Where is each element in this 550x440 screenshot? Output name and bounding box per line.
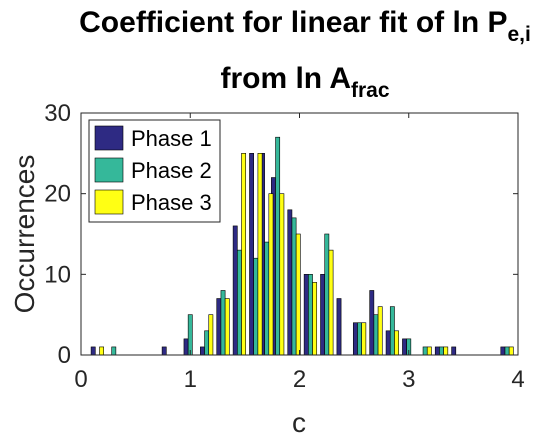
y-tick-label: 30	[44, 100, 71, 127]
bar-phase-2-21	[504, 346, 510, 356]
bar-phase-1-14	[352, 322, 358, 356]
bar-phase-2-10	[291, 217, 297, 356]
bar-phase-1-5	[216, 298, 222, 356]
legend-swatch-phase-3	[94, 189, 124, 215]
bar-phase-3-10	[295, 233, 301, 356]
y-tick-label: 20	[44, 181, 71, 208]
bar-phase-2-14	[357, 322, 362, 356]
bar-phase-3-19	[443, 346, 449, 356]
bar-phase-3-4	[208, 314, 214, 356]
bar-phase-3-8	[268, 193, 274, 356]
bar-phase-3-12	[328, 249, 334, 356]
bar-phase-1-15	[369, 290, 375, 356]
bar-phase-1-6	[232, 225, 238, 356]
bar-phase-3-15	[377, 306, 383, 356]
bar-phase-3-18	[426, 346, 432, 356]
bar-phase-2-15	[373, 314, 379, 356]
bar-phase-3-6	[241, 153, 247, 356]
bar-phase-3-21	[508, 346, 514, 356]
legend-label-phase-3: Phase 3	[131, 190, 212, 215]
bar-phase-2-3	[187, 314, 193, 356]
x-tick-label: 1	[184, 366, 197, 393]
chart-title-line1: Coefficient for linear fit of ln Pe,i	[79, 6, 531, 46]
bar-phase-1-16	[385, 330, 391, 356]
bar-phase-3-7	[257, 153, 263, 356]
bar-phase-2-1	[111, 346, 117, 356]
bar-phase-1-21	[500, 346, 506, 356]
bar-phase-2-4	[204, 330, 210, 356]
bar-phase-1-7	[249, 153, 254, 356]
bar-phase-2-18	[422, 346, 428, 356]
bar-phase-2-19	[439, 346, 444, 356]
legend-label-phase-2: Phase 2	[131, 158, 212, 183]
bar-phase-1-10	[287, 209, 293, 356]
bar-phase-3-16	[394, 330, 399, 356]
bar-phase-3-14	[361, 322, 367, 356]
x-axis-label: c	[292, 407, 306, 438]
bar-phase-1-2	[161, 346, 167, 356]
bar-phase-1-4	[200, 346, 205, 356]
legend-swatch-phase-1	[94, 125, 124, 151]
bar-phase-1-17	[402, 338, 407, 356]
bar-phase-2-12	[324, 233, 330, 356]
bar-phase-2-8	[264, 241, 270, 356]
chart-title-line1-sub: e,i	[508, 23, 531, 46]
bar-phase-1-19	[434, 346, 440, 356]
x-tick-label: 2	[293, 366, 306, 393]
bar-phase-1-11	[303, 274, 309, 356]
chart-title-line2-sub: frac	[351, 79, 390, 102]
bar-phase-2-11	[308, 274, 313, 356]
y-tick-label: 0	[58, 342, 71, 369]
bar-phase-3-9	[279, 193, 285, 356]
bar-phase-3-0	[99, 346, 104, 356]
bar-phase-1-13	[336, 298, 342, 356]
bar-phase-2-7	[253, 257, 259, 356]
y-axis-label: Occurrences	[9, 155, 40, 314]
x-tick-label: 4	[511, 366, 524, 393]
chart-title-line2-main: from ln A	[220, 62, 351, 95]
legend-label-phase-1: Phase 1	[131, 126, 212, 151]
bar-phase-1-0	[90, 346, 96, 356]
bar-phase-2-9	[275, 136, 281, 356]
chart-title-line2: from ln Afrac	[220, 62, 389, 102]
bar-phase-1-12	[320, 274, 326, 356]
bar-phase-2-16	[389, 306, 395, 356]
bar-phase-2-5	[220, 290, 226, 356]
x-tick-label: 0	[74, 366, 87, 393]
x-tick-label: 3	[402, 366, 415, 393]
y-tick-label: 10	[44, 261, 71, 288]
bar-phase-3-11	[312, 282, 318, 356]
bar-phase-3-5	[224, 298, 230, 356]
bar-phase-2-6	[237, 249, 242, 356]
bar-phase-1-3	[183, 338, 189, 356]
plot-area: 0 1 2 3 4 0 10 20 30	[44, 100, 524, 393]
bar-phase-1-20	[451, 346, 457, 356]
legend-swatch-phase-2	[94, 157, 124, 183]
chart-title-line1-main: Coefficient for linear fit of ln P	[79, 6, 507, 39]
legend: Phase 1 Phase 2 Phase 3	[88, 119, 221, 223]
